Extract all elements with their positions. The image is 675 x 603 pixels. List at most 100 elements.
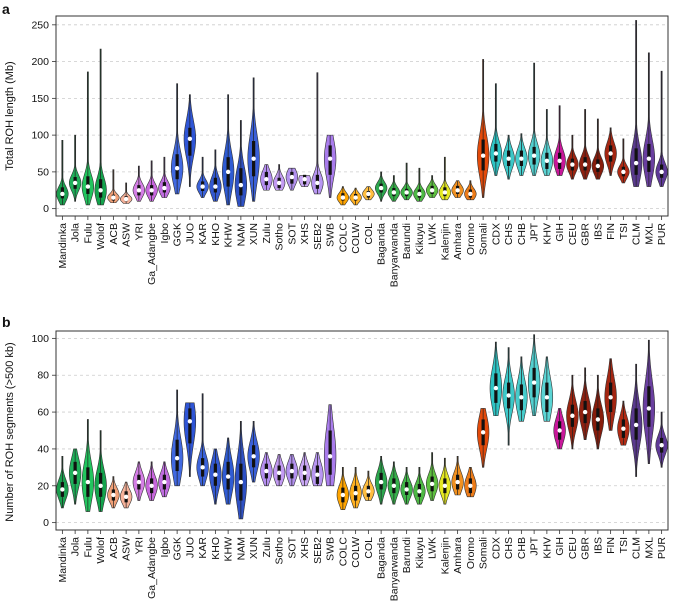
y-tick-label: 200 xyxy=(31,56,49,68)
median-dot-GGK xyxy=(174,455,180,461)
x-tick-label: Fulu xyxy=(82,537,94,558)
panel-b-label: b xyxy=(2,314,11,330)
x-tick-label: Jola xyxy=(70,223,82,242)
x-tick-label: Ga_Adangbe xyxy=(146,223,158,285)
median-dot-Banyarwanda xyxy=(391,190,397,195)
median-dot-PUR xyxy=(659,443,664,448)
median-dot-Wolof xyxy=(98,483,103,488)
median-dot-Ga_Adangbe xyxy=(149,188,154,193)
median-dot-Baganda xyxy=(378,185,384,191)
median-dot-ACB xyxy=(111,195,116,200)
median-dot-Igbo xyxy=(162,479,167,485)
median-dot-Oromo xyxy=(468,191,473,197)
median-dot-Jola xyxy=(72,470,78,476)
median-dot-Kalenjin xyxy=(442,190,448,195)
median-dot-XUN xyxy=(251,156,256,161)
y-tick-label: 250 xyxy=(31,19,49,31)
x-tick-label: Sotho xyxy=(274,223,286,251)
x-tick-label: Somali xyxy=(478,537,490,569)
x-tick-label: CEU xyxy=(567,537,579,559)
median-dot-Kikuyu xyxy=(417,489,422,494)
x-tick-label: ASW xyxy=(121,537,133,561)
median-dot-GIH xyxy=(557,428,562,433)
x-tick-label: SWB xyxy=(325,537,337,561)
median-dot-Zulu xyxy=(264,177,269,182)
y-tick-label: 20 xyxy=(37,480,49,492)
x-tick-label: COLC xyxy=(337,537,349,567)
median-dot-GGK xyxy=(174,166,180,171)
x-tick-label: CDX xyxy=(490,223,502,245)
median-dot-Zulu xyxy=(264,468,269,474)
x-tick-label: TSI xyxy=(618,223,630,239)
median-dot-CDX xyxy=(493,385,499,391)
median-dot-Oromo xyxy=(468,483,473,488)
median-dot-Amhara xyxy=(455,479,460,485)
x-tick-label: SWB xyxy=(325,223,337,247)
median-dot-Fulu xyxy=(85,479,91,485)
x-tick-label: Wolof xyxy=(95,223,107,250)
x-tick-label: Sotho xyxy=(274,537,286,565)
median-dot-COLC xyxy=(340,492,346,498)
x-tick-label: KAR xyxy=(197,537,209,559)
y-tick-label: 100 xyxy=(31,333,49,345)
x-tick-label: COLW xyxy=(350,537,362,568)
median-dot-JPT xyxy=(531,380,537,385)
x-tick-label: JUO xyxy=(184,537,196,558)
median-dot-LWK xyxy=(429,481,435,487)
x-tick-label: Barundi xyxy=(401,537,413,573)
median-dot-ASW xyxy=(123,196,129,202)
x-tick-label: Banyarwanda xyxy=(388,223,400,287)
x-tick-label: JPT xyxy=(529,222,541,241)
x-tick-label: Wolof xyxy=(95,537,107,564)
x-tick-label: XUN xyxy=(248,537,260,559)
median-dot-GBR xyxy=(582,409,588,415)
median-dot-JUO xyxy=(187,419,193,424)
panel-a-label: a xyxy=(2,1,10,17)
x-tick-label: CHB xyxy=(516,223,528,245)
x-tick-label: NAM xyxy=(235,223,247,246)
median-dot-COLW xyxy=(353,490,358,496)
median-dot-Wolof xyxy=(98,188,103,193)
median-dot-Somali xyxy=(480,430,486,435)
median-dot-JUO xyxy=(187,136,193,141)
x-tick-label: Kikuyu xyxy=(414,223,426,255)
x-tick-label: CLM xyxy=(631,223,643,245)
x-tick-label: SEB2 xyxy=(312,223,324,250)
x-tick-label: CHB xyxy=(516,537,528,559)
median-dot-LWK xyxy=(429,188,435,193)
x-tick-label: YRI xyxy=(133,223,145,241)
panel-b-ylabel: Number of ROH segments (>500 kb) xyxy=(4,342,16,521)
median-dot-FIN xyxy=(608,395,613,400)
median-dot-MXL xyxy=(646,406,652,411)
x-tick-label: GBR xyxy=(580,537,592,560)
x-tick-label: Igbo xyxy=(159,223,171,244)
x-tick-label: Oromo xyxy=(465,537,477,569)
x-tick-label: CHS xyxy=(503,223,515,245)
median-dot-CHS xyxy=(506,156,511,161)
iqr-box-SWB xyxy=(328,430,332,475)
median-dot-Fulu xyxy=(85,184,91,189)
median-dot-Kikuyu xyxy=(417,191,422,197)
median-dot-COLW xyxy=(353,195,358,200)
y-tick-label: 100 xyxy=(31,130,49,142)
x-tick-label: FIN xyxy=(605,537,617,554)
median-dot-KAR xyxy=(200,465,205,470)
median-dot-MXL xyxy=(646,156,652,161)
x-tick-label: LWK xyxy=(427,537,439,559)
x-tick-label: ASW xyxy=(121,223,133,247)
x-tick-label: Jola xyxy=(70,537,82,556)
median-dot-JPT xyxy=(531,153,537,158)
median-dot-YRI xyxy=(136,188,142,193)
iqr-box-JUO xyxy=(188,408,192,444)
x-tick-label: Oromo xyxy=(465,223,477,255)
panel-b-plot: 0 20 40 60 80 100 Mandinka Jola Fulu Wolof ACB ASW Y… xyxy=(31,330,669,601)
median-dot-SOT xyxy=(289,174,295,180)
median-dot-CLM xyxy=(633,160,639,166)
x-tick-label: Fulu xyxy=(82,223,94,244)
median-dot-SEB2 xyxy=(315,472,320,477)
median-dot-COL xyxy=(366,489,371,494)
median-dot-TSI xyxy=(621,426,626,431)
y-tick-label: 0 xyxy=(43,203,49,215)
iqr-box-GGK xyxy=(175,439,179,472)
